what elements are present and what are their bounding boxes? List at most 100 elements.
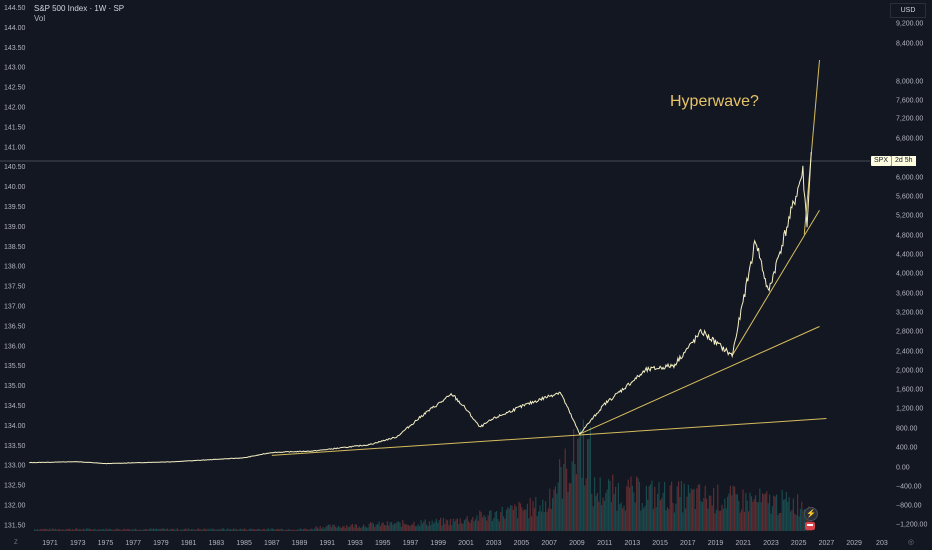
volume-label[interactable]: Vol: [34, 14, 46, 23]
volume-bar: [363, 524, 365, 531]
x-tick-label: 2021: [735, 540, 751, 547]
volume-bar: [368, 523, 370, 531]
x-tick-label: 1979: [153, 540, 169, 547]
volume-bar: [344, 528, 346, 531]
volume-bar: [288, 529, 290, 531]
volume-bar: [433, 523, 435, 531]
volume-bar: [405, 524, 407, 531]
flag-icon[interactable]: [805, 522, 815, 530]
volume-bar: [664, 481, 666, 531]
volume-bar: [462, 523, 464, 531]
price-series-line: [29, 152, 812, 465]
volume-bar: [445, 519, 447, 531]
volume-bar: [556, 493, 558, 531]
volume-bar: [153, 528, 155, 531]
volume-bar: [265, 529, 267, 531]
volume-bar: [633, 492, 635, 531]
volume-bar: [402, 520, 404, 531]
volume-bar: [567, 491, 569, 531]
volume-bar: [535, 497, 537, 531]
volume-bar: [56, 529, 58, 531]
volume-bar: [651, 480, 653, 531]
timezone-button[interactable]: Z: [14, 540, 18, 546]
volume-bar: [504, 518, 506, 531]
volume-bar: [763, 494, 765, 531]
right-tick-label: 2,000.00: [896, 368, 923, 375]
volume-bar: [259, 529, 261, 531]
settings-gear-icon[interactable]: ◎: [907, 539, 914, 546]
volume-bar: [279, 529, 281, 531]
volume-bar: [727, 496, 729, 531]
volume-bar: [364, 526, 366, 531]
volume-bar: [419, 526, 421, 531]
volume-bar: [385, 525, 387, 531]
volume-bar: [508, 508, 510, 531]
volume-bar: [398, 521, 400, 531]
x-tick-label: 1995: [375, 540, 391, 547]
volume-bar: [57, 529, 59, 531]
lightning-icon[interactable]: ⚡: [804, 507, 818, 521]
left-tick-label: 140.50: [4, 164, 26, 171]
volume-bar: [379, 526, 381, 531]
volume-bar: [55, 528, 57, 531]
volume-bar: [186, 529, 188, 531]
volume-bar: [143, 529, 145, 531]
volume-bar: [53, 529, 55, 531]
left-tick-label: 141.00: [4, 144, 26, 151]
x-tick-label: 2023: [763, 540, 779, 547]
volume-bar: [147, 529, 149, 531]
volume-bar: [377, 524, 379, 531]
volume-bar: [217, 528, 219, 531]
volume-bar: [501, 506, 503, 531]
volume-bar: [683, 483, 685, 531]
volume-bar: [74, 528, 76, 531]
volume-bar: [606, 489, 608, 531]
symbol-title[interactable]: S&P 500 Index · 1W · SP: [34, 4, 125, 13]
volume-bar: [161, 528, 163, 531]
volume-bar: [223, 528, 225, 531]
volume-bar: [750, 496, 752, 531]
volume-bar: [762, 493, 764, 531]
volume-bar: [356, 524, 358, 531]
volume-bar: [573, 429, 575, 531]
volume-bar: [426, 524, 428, 531]
volume-bar: [543, 512, 545, 531]
volume-bar: [669, 485, 671, 531]
volume-bar: [119, 529, 121, 531]
volume-bar: [267, 528, 269, 531]
trendline: [271, 418, 827, 456]
volume-bar: [395, 523, 397, 531]
volume-bar: [489, 510, 491, 531]
volume-bar: [225, 529, 227, 531]
volume-bar: [183, 528, 185, 531]
volume-bar: [144, 529, 146, 531]
volume-bar: [409, 525, 411, 531]
x-tick-label: 1975: [98, 540, 114, 547]
volume-bar: [598, 501, 600, 531]
volume-bar: [189, 529, 191, 531]
right-tick-label: 4,800.00: [896, 233, 923, 240]
currency-button[interactable]: USD: [890, 3, 926, 18]
volume-bar: [745, 492, 747, 531]
volume-bar: [60, 529, 62, 531]
volume-bar: [484, 516, 486, 531]
price-tag-countdown: 2d 5h: [891, 156, 916, 166]
volume-bar: [372, 523, 374, 531]
volume-bar: [113, 529, 115, 531]
volume-bar: [365, 527, 367, 531]
volume-bar: [287, 529, 289, 531]
trendlines: [271, 59, 827, 456]
volume-bar: [242, 529, 244, 531]
volume-bar: [407, 525, 409, 531]
volume-bar: [427, 526, 429, 531]
volume-bar: [133, 529, 135, 531]
volume-bar: [361, 526, 363, 531]
volume-bar: [682, 512, 684, 531]
volume-bar: [479, 510, 481, 531]
volume-bar: [662, 492, 664, 531]
x-tick-label: 1983: [209, 540, 225, 547]
right-tick-label: 8,000.00: [896, 79, 923, 86]
volume-bar: [729, 485, 731, 531]
volume-bar: [792, 498, 794, 531]
